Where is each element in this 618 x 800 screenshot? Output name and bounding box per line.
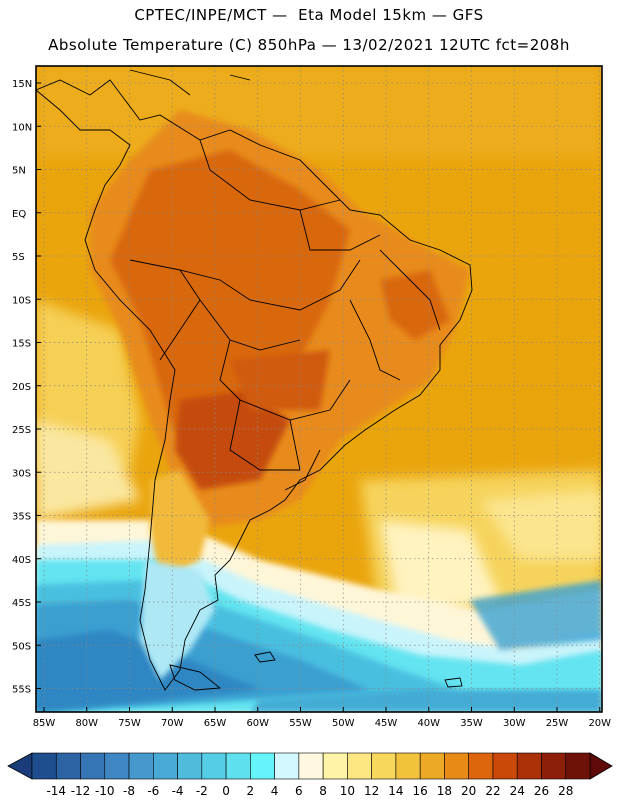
- lon-tick-label: 85W: [33, 718, 56, 729]
- lon-tick-label: 30W: [503, 718, 526, 729]
- lat-tick-label: 45S: [12, 598, 31, 609]
- lat-tick-label: 5S: [12, 252, 25, 263]
- lon-tick-label: 25W: [546, 718, 569, 729]
- colorbar-label: 16: [413, 784, 428, 798]
- chart-title: CPTEC/INPE/MCT — Eta Model 15km — GFS: [134, 6, 484, 24]
- hot-core: [175, 390, 290, 490]
- colorbar-label: 24: [510, 784, 525, 798]
- colorbar-label: -8: [123, 784, 135, 798]
- lon-tick-label: 80W: [75, 718, 98, 729]
- colorbar-label: -10: [95, 784, 115, 798]
- colorbar-label: 28: [558, 784, 573, 798]
- colorbar-swatch: [419, 752, 445, 780]
- coastline: [36, 69, 473, 691]
- lon-tick-label: 55W: [289, 718, 312, 729]
- colorbar-swatch: [128, 752, 154, 780]
- longitude-axis: 85W 80W 75W 70W 65W 60W 55W 50W 45W 40W 35W 30W 25W 2…: [33, 707, 611, 729]
- lat-tick-label: EQ: [12, 209, 26, 220]
- lat-tick-label: 15S: [12, 339, 31, 350]
- colorbar-label: -12: [71, 784, 91, 798]
- colorbar-label: 20: [461, 784, 476, 798]
- lon-tick-label: 35W: [460, 718, 483, 729]
- lat-tick-label: 20S: [12, 382, 31, 393]
- plot-frame: [35, 65, 603, 713]
- colorbar-swatch: [31, 752, 57, 780]
- colorbar-swatch: [492, 752, 518, 780]
- colorbar-label: -6: [147, 784, 159, 798]
- colorbar-label: 6: [295, 784, 303, 798]
- colorbar-label: 4: [271, 784, 279, 798]
- lat-tick-label: 10S: [12, 295, 31, 306]
- colorbar-swatch: [153, 752, 178, 780]
- lon-tick-label: 50W: [332, 718, 355, 729]
- lon-tick-label: 20W: [588, 718, 611, 729]
- colorbar-label: 14: [388, 784, 403, 798]
- lon-tick-label: 75W: [118, 718, 141, 729]
- lat-tick-label: 10N: [12, 122, 32, 133]
- lon-tick-label: 45W: [375, 718, 398, 729]
- colorbar-label: 0: [222, 784, 230, 798]
- latitude-axis: 15N 10N 5N EQ 5S 10S 15S 20S 25S 30S 35S 40S 45S 50S 5…: [12, 79, 41, 696]
- colorbar-label: -4: [172, 784, 184, 798]
- lat-tick-label: 30S: [12, 468, 31, 479]
- colorbar-swatch: [322, 752, 348, 780]
- colorbar-swatch: [371, 752, 397, 780]
- lon-tick-label: 40W: [417, 718, 440, 729]
- colorbar-left-arrow: [7, 752, 33, 780]
- colorbar-swatch: [565, 752, 591, 780]
- lat-tick-label: 50S: [12, 641, 31, 652]
- colorbar-swatch: [347, 752, 372, 780]
- lat-tick-label: 40S: [12, 555, 31, 566]
- colorbar-swatch: [80, 752, 106, 780]
- lon-tick-label: 70W: [161, 718, 184, 729]
- colorbar-label: 2: [247, 784, 255, 798]
- colorbar-swatch: [104, 752, 130, 780]
- colorbar-swatch: [55, 752, 81, 780]
- colorbar-label: -14: [46, 784, 66, 798]
- colorbar-label: 12: [364, 784, 379, 798]
- lat-tick-label: 35S: [12, 512, 31, 523]
- lon-tick-label: 60W: [246, 718, 269, 729]
- colorbar-label: 10: [340, 784, 355, 798]
- colorbar-swatch: [468, 752, 494, 780]
- colorbar-label: 22: [485, 784, 500, 798]
- lon-tick-label: 65W: [204, 718, 227, 729]
- colorbar-swatch: [225, 752, 251, 780]
- colorbar-label: -2: [196, 784, 208, 798]
- colorbar-swatch: [516, 752, 542, 780]
- lat-tick-label: 15N: [12, 79, 32, 90]
- colorbar-swatch: [444, 752, 469, 780]
- colorbar-label: 8: [319, 784, 327, 798]
- lat-tick-label: 25S: [12, 425, 31, 436]
- lat-tick-label: 55S: [12, 685, 31, 696]
- chart-subtitle: Absolute Temperature (C) 850hPa — 13/02/…: [48, 36, 570, 54]
- colorbar-right-arrow: [589, 752, 613, 780]
- colorbar-label: 18: [437, 784, 452, 798]
- colorbar-swatch: [250, 752, 275, 780]
- colorbar-swatch: [177, 752, 203, 780]
- colorbar-label: 26: [534, 784, 549, 798]
- colorbar-swatch: [274, 752, 300, 780]
- continent-outline: [36, 79, 473, 691]
- colorbar: -14 -12 -10 -8 -6 -4 -2 0 2 4 6 8 10 12 14 16 18 20 22 24 26…: [7, 752, 613, 798]
- colorbar-swatch: [298, 752, 324, 780]
- colorbar-swatch: [201, 752, 227, 780]
- colorbar-swatch: [395, 752, 421, 780]
- lat-tick-label: 5N: [12, 166, 26, 177]
- temperature-field: [36, 66, 602, 712]
- colorbar-swatch: [541, 752, 567, 780]
